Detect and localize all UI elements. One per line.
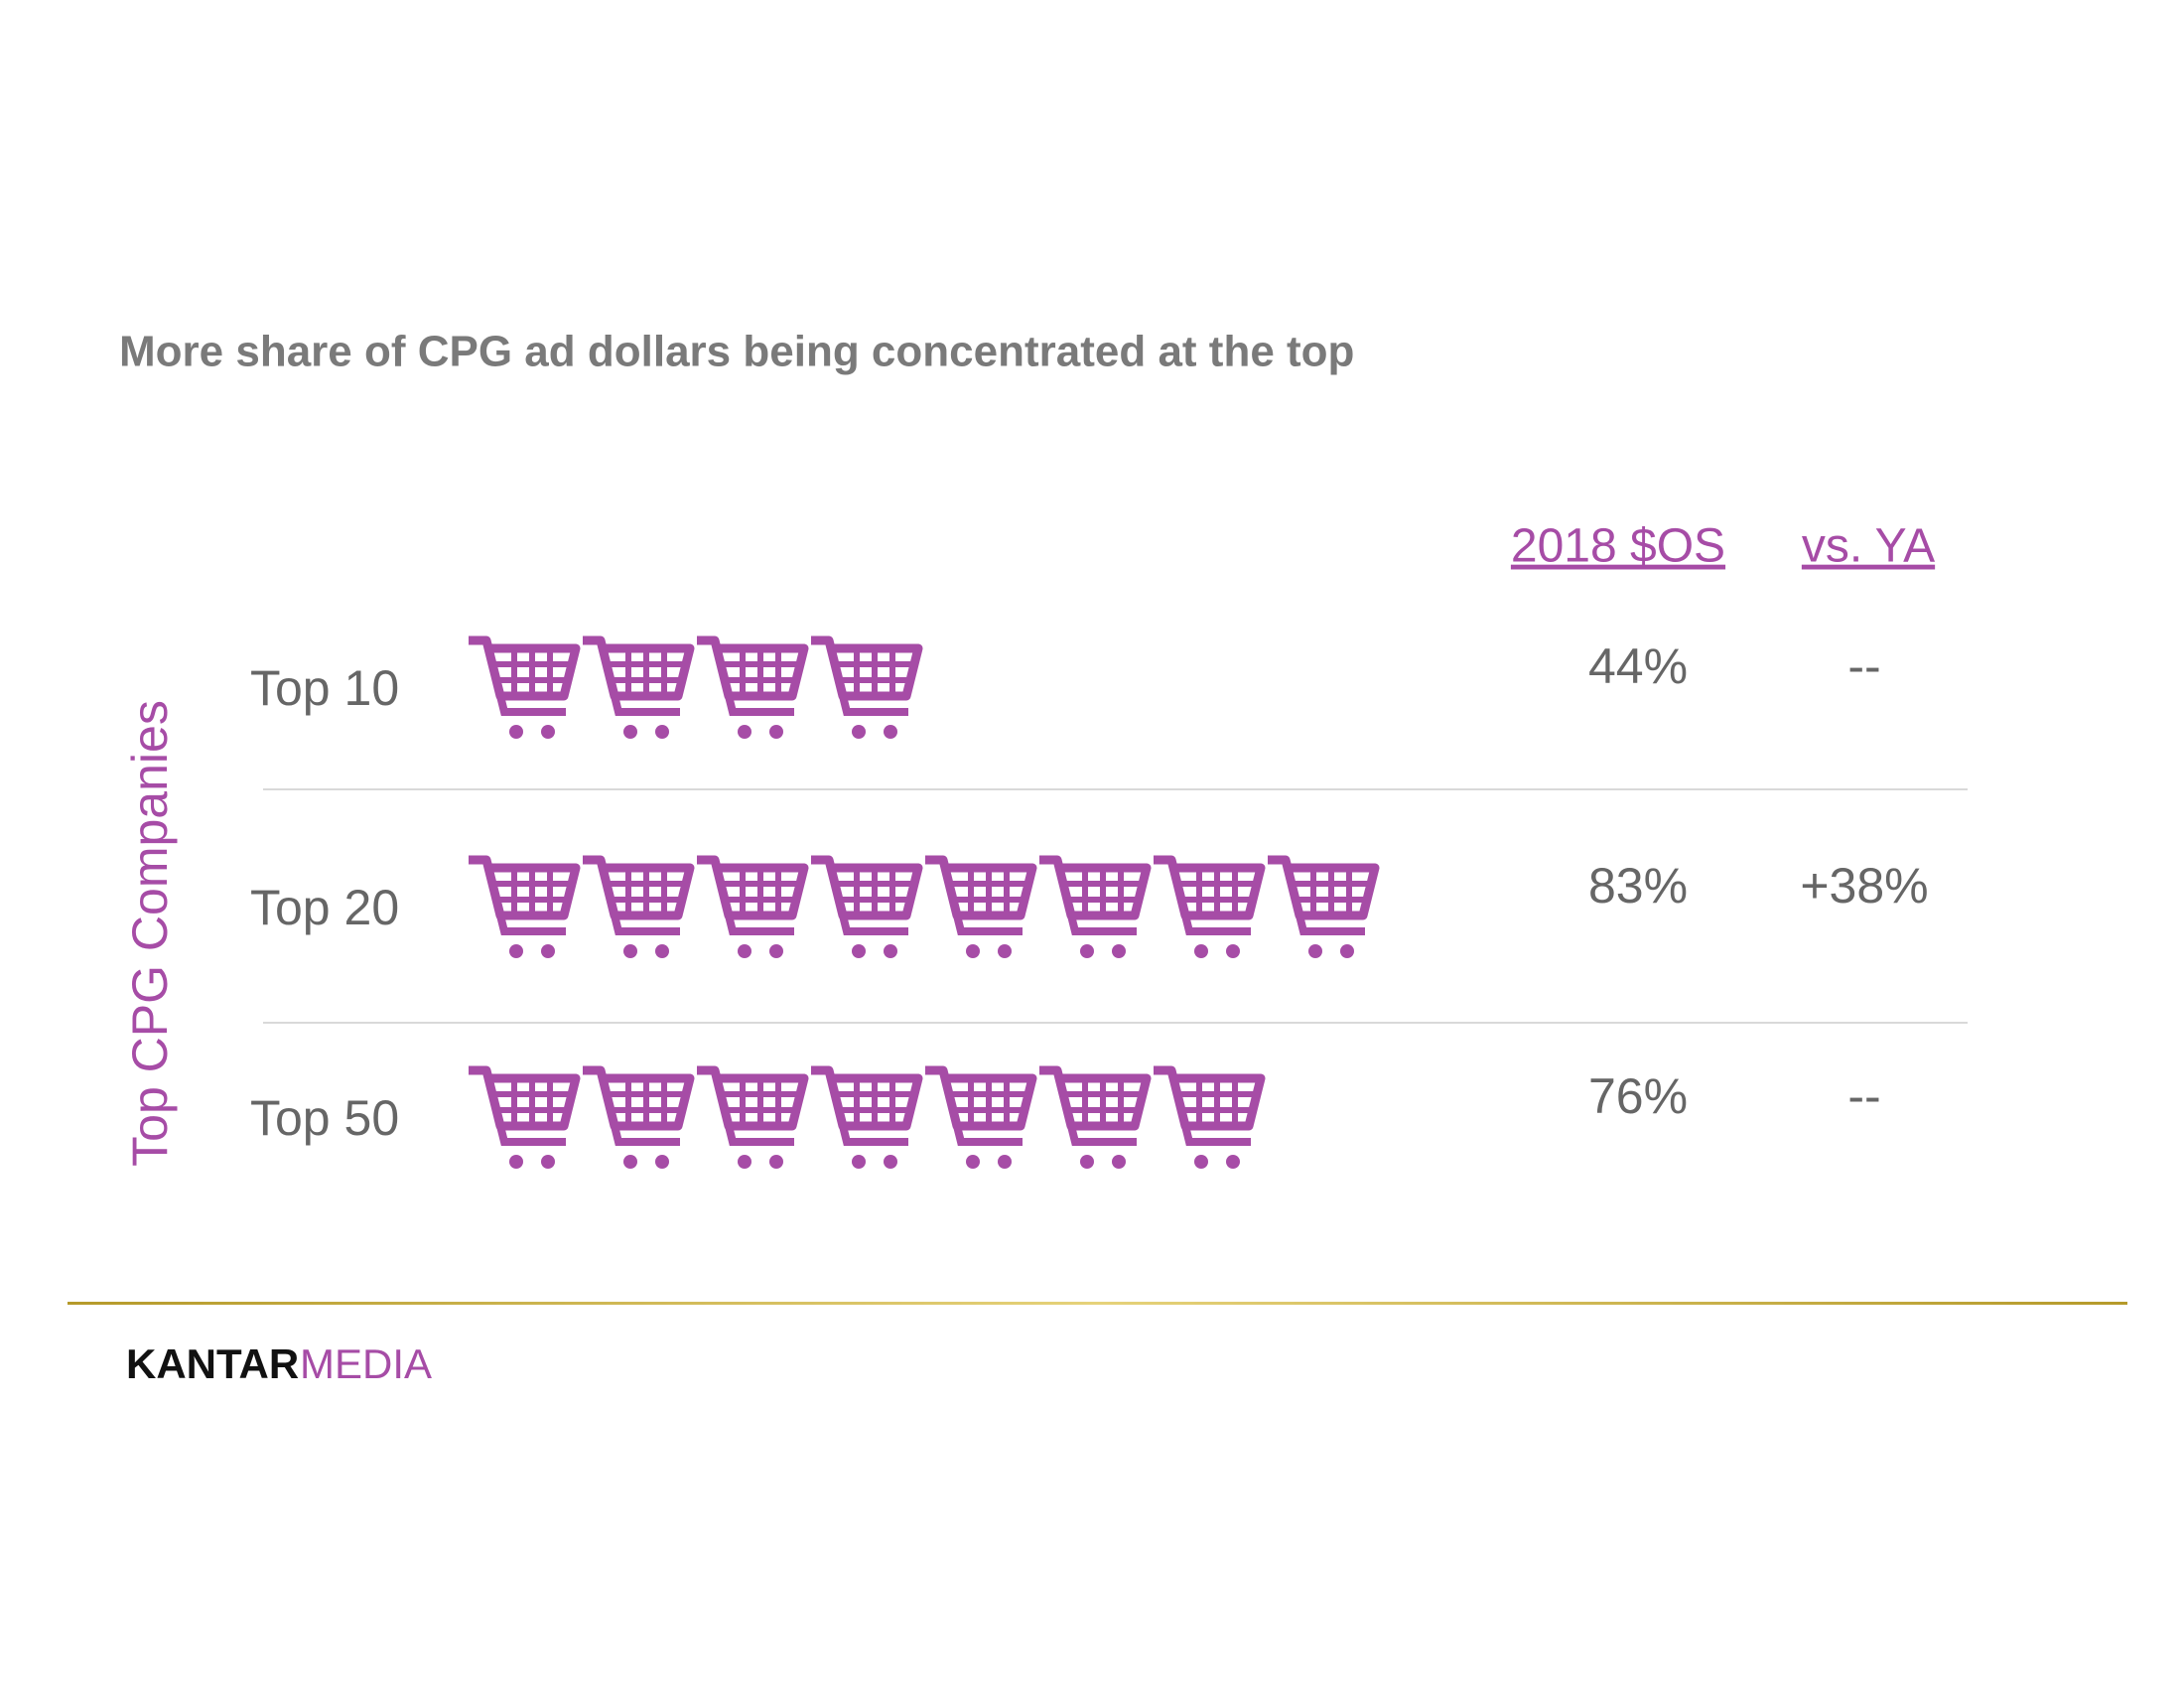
cart-icon — [1039, 860, 1147, 958]
cart-icon — [583, 860, 690, 958]
cart-icon — [1268, 860, 1375, 958]
cart-icon — [1154, 860, 1261, 958]
brand: KANTAR — [126, 1340, 299, 1387]
cart-icon — [697, 1070, 804, 1169]
cart-icon — [469, 640, 576, 739]
cart-icon — [925, 640, 1032, 739]
cart-icon — [1382, 860, 1489, 958]
cart-icon — [469, 1070, 576, 1169]
cart-row — [469, 860, 1489, 958]
cart-icon — [811, 640, 918, 739]
row-label: Top 20 — [250, 880, 399, 935]
cart-icon — [583, 640, 690, 739]
cart-icon — [1268, 1070, 1375, 1169]
cart-icon — [697, 640, 804, 739]
value-label: 83% — [1588, 858, 1688, 914]
row-label: Top 50 — [250, 1090, 399, 1146]
change-label: -- — [1847, 1068, 1880, 1124]
value-label: 44% — [1588, 638, 1688, 694]
column-header: vs. YA — [1802, 520, 1935, 573]
cart-icon — [697, 860, 804, 958]
cart-icon — [1154, 1070, 1261, 1169]
cart-icon — [469, 860, 576, 958]
axis-label: Top CPG Companies — [122, 700, 178, 1167]
cart-row — [469, 640, 1032, 739]
column-header: 2018 $OS — [1511, 520, 1725, 573]
change-label: -- — [1847, 638, 1880, 694]
cart-icon — [925, 1070, 1032, 1169]
cart-row — [469, 1070, 1375, 1169]
title: More share of CPG ad dollars being conce… — [119, 328, 1354, 376]
brand-accent: MEDIA — [300, 1340, 432, 1387]
cart-icon — [583, 1070, 690, 1169]
value-label: 76% — [1588, 1068, 1688, 1124]
cart-icon — [925, 860, 1032, 958]
change-label: +38% — [1800, 858, 1928, 914]
row-label: Top 10 — [250, 660, 399, 716]
cart-icon — [811, 860, 918, 958]
cart-icon — [1039, 1070, 1147, 1169]
cart-icon — [811, 1070, 918, 1169]
footer-rule — [68, 1302, 2127, 1305]
